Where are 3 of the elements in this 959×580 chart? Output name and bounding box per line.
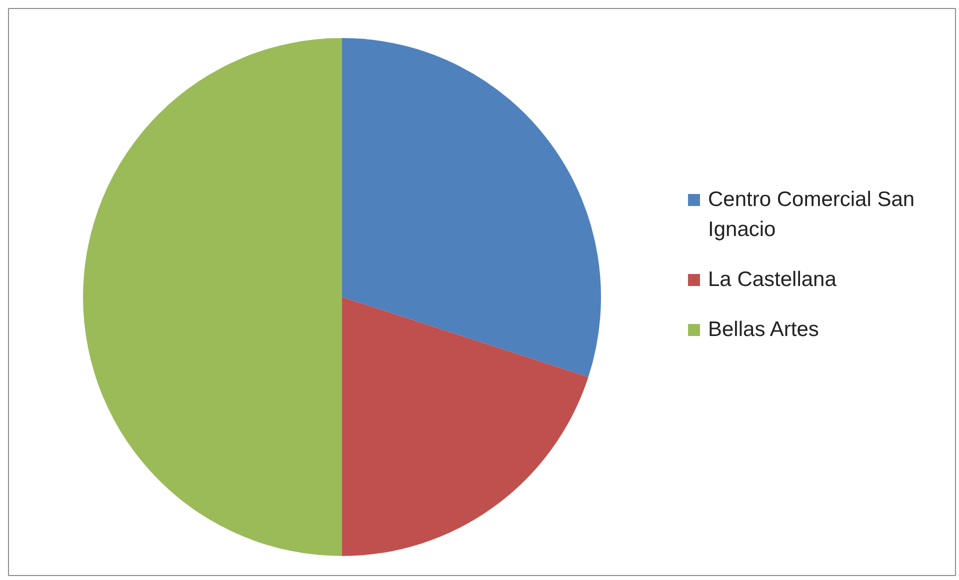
legend-label: Bellas Artes xyxy=(708,317,819,343)
legend-label: La Castellana xyxy=(708,267,836,293)
legend-label: Centro Comercial San Ignacio xyxy=(708,187,916,243)
